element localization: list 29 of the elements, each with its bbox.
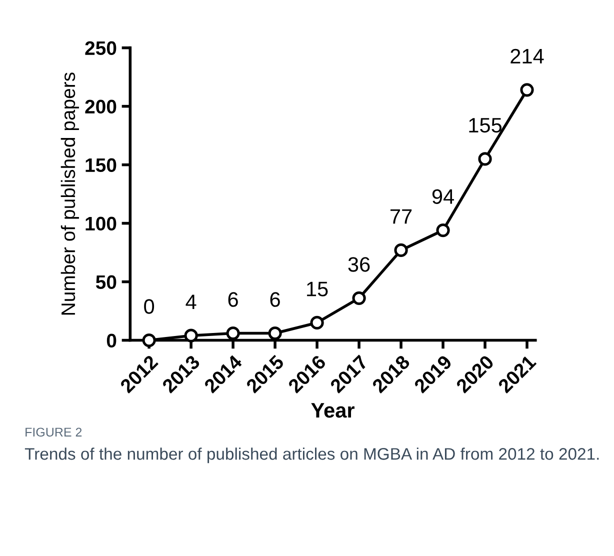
data-label: 214 (510, 48, 544, 64)
y-tick-label: 100 (86, 216, 116, 231)
data-label: 0 (144, 299, 154, 314)
data-label: 15 (307, 282, 328, 296)
point (520, 83, 534, 97)
y-axis-title: Number of published papers (60, 72, 79, 315)
point (436, 224, 450, 238)
point (268, 326, 282, 340)
data-label: 4 (186, 294, 196, 310)
point (478, 152, 492, 166)
x-axis-title: Year (311, 403, 354, 418)
data-label: 6 (270, 292, 280, 307)
point (352, 291, 366, 305)
data-label: 155 (469, 118, 502, 133)
caption: FIGURE 2 (26, 428, 82, 437)
data-label: 94 (432, 189, 454, 204)
point (394, 243, 408, 257)
y-tick-label: 200 (85, 100, 116, 114)
y-tick-label: 150 (86, 158, 116, 172)
y-tick-label: 50 (96, 275, 116, 290)
data-label: 6 (228, 292, 238, 307)
data-label: 77 (390, 209, 412, 224)
y-tick-label: 0 (106, 334, 116, 348)
y-tick-label: 250 (85, 41, 116, 56)
point (184, 328, 198, 342)
data-label: 36 (348, 257, 370, 272)
point (310, 316, 324, 330)
point (226, 326, 240, 340)
text: Trends of the number of published articles on MGBA in AD from 2012 to 2021. (24, 448, 599, 464)
